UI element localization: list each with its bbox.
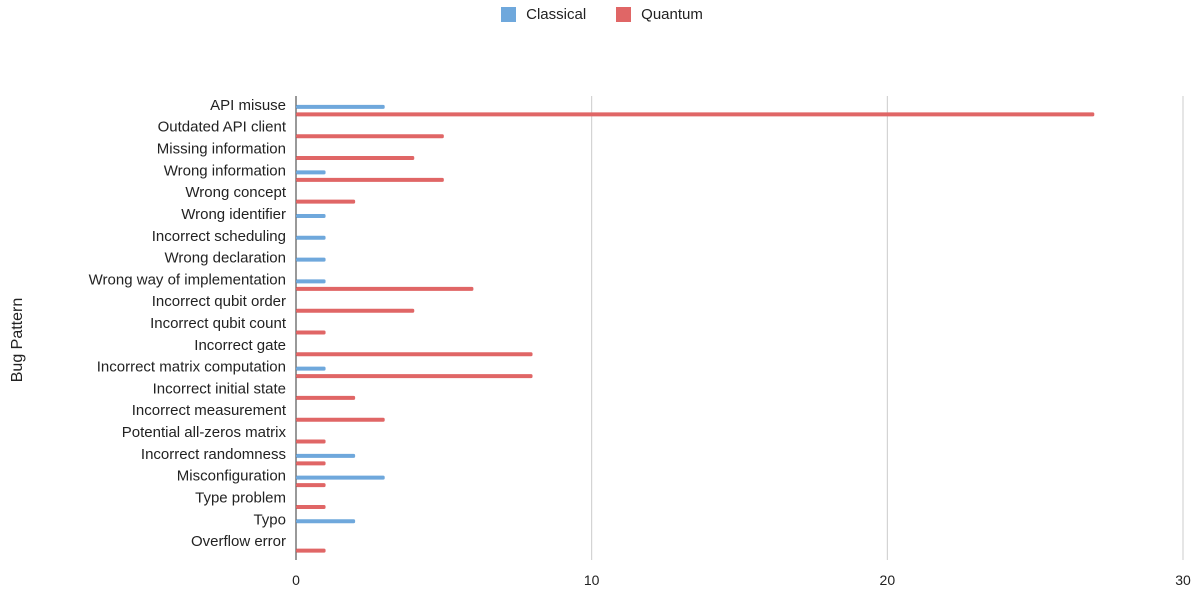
bar-quantum (296, 374, 533, 379)
category-label: Incorrect randomness (141, 446, 286, 463)
bar-quantum (296, 483, 326, 488)
category-label: Missing information (157, 141, 286, 158)
bar-classical (296, 104, 385, 109)
category-label: Incorrect measurement (132, 402, 287, 419)
category-label: Incorrect matrix computation (97, 359, 286, 376)
category-label: Overflow error (191, 533, 286, 550)
bar-quantum (296, 395, 356, 400)
category-label: Wrong concept (185, 184, 286, 201)
category-label: Incorrect gate (194, 337, 286, 354)
bar-classical (296, 453, 356, 458)
bar-quantum (296, 177, 444, 182)
bar-quantum (296, 308, 415, 313)
legend-swatch-classical (501, 7, 517, 22)
category-label: Typo (253, 511, 286, 528)
category-label: Potential all-zeros matrix (122, 424, 287, 441)
legend-label-quantum: Quantum (641, 6, 703, 23)
x-tick-label: 10 (584, 572, 600, 588)
category-label: Incorrect initial state (153, 380, 286, 397)
category-label: Incorrect qubit count (150, 315, 287, 332)
x-tick-label: 0 (292, 572, 300, 588)
bar-classical (296, 170, 326, 175)
bar-quantum (296, 548, 326, 553)
bar-quantum (296, 199, 356, 204)
category-label: API misuse (210, 97, 286, 114)
legend: Classical Quantum (0, 6, 1204, 23)
bar-quantum (296, 286, 474, 291)
category-label: Outdated API client (158, 119, 287, 136)
bar-quantum (296, 439, 326, 444)
bar-quantum (296, 352, 533, 357)
bar-quantum (296, 134, 444, 139)
bar-classical (296, 366, 326, 371)
bar-quantum (296, 156, 415, 161)
legend-item-quantum: Quantum (616, 6, 703, 23)
x-tick-label: 30 (1175, 572, 1191, 588)
legend-swatch-quantum (616, 7, 632, 22)
bar-classical (296, 475, 385, 480)
category-label: Type problem (195, 489, 286, 506)
category-label: Wrong declaration (165, 250, 286, 267)
bar-quantum (296, 417, 385, 422)
bar-classical (296, 519, 356, 524)
category-label: Incorrect qubit order (152, 293, 286, 310)
category-label: Wrong identifier (181, 206, 286, 223)
bar-quantum (296, 504, 326, 509)
bar-quantum (296, 330, 326, 335)
bar-classical (296, 213, 326, 218)
bar-classical (296, 235, 326, 240)
bar-quantum (296, 461, 326, 466)
bar-quantum (296, 112, 1095, 117)
legend-label-classical: Classical (526, 6, 587, 23)
legend-item-classical: Classical (501, 6, 586, 23)
bar-classical (296, 257, 326, 262)
category-label: Incorrect scheduling (152, 228, 286, 245)
category-label: Wrong way of implementation (89, 271, 286, 288)
category-label: Misconfiguration (177, 468, 286, 485)
x-tick-label: 20 (880, 572, 896, 588)
bar-classical (296, 279, 326, 284)
category-label: Wrong information (164, 162, 286, 179)
